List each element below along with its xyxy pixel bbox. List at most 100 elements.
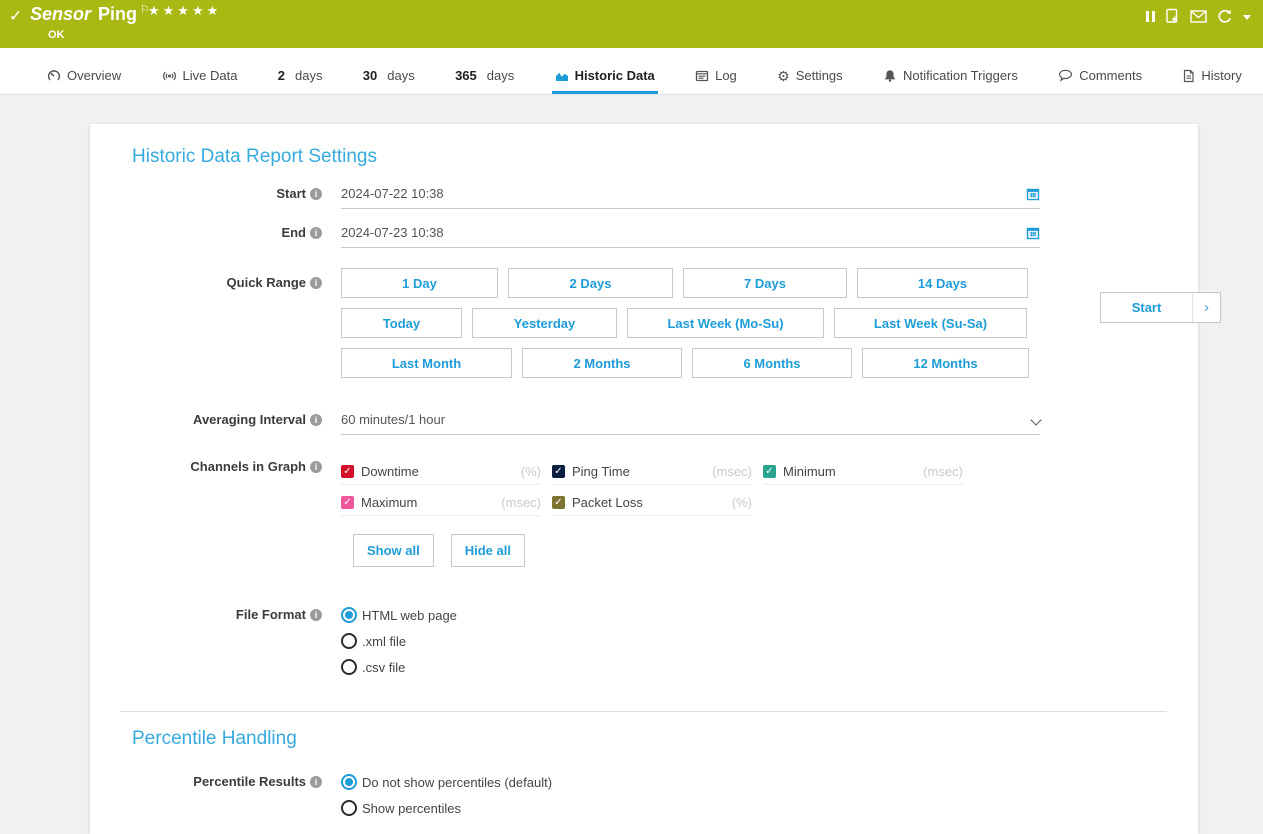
start-report-button[interactable]: Start (1100, 292, 1193, 323)
channel-buttons: Show all Hide all (353, 534, 1040, 567)
file-format-option-csv[interactable]: .csv file (341, 659, 1040, 675)
channel-packet-loss[interactable]: ✓ Packet Loss (%) (552, 495, 752, 516)
tab-live-data[interactable]: Live Data (159, 68, 241, 94)
option-label: Do not show percentiles (default) (362, 774, 553, 790)
checkbox-checked-icon[interactable]: ✓ (552, 465, 565, 478)
option-label: HTML web page (362, 607, 457, 623)
quick-range-14-days-button[interactable]: 14 Days (857, 268, 1028, 298)
percentile-option-show[interactable]: Show percentiles (341, 800, 1040, 816)
caret-down-icon[interactable] (1243, 14, 1251, 20)
radio-selected-icon[interactable] (341, 774, 357, 790)
tab-2-days[interactable]: 2 days (277, 68, 323, 83)
tab-label: History (1201, 68, 1242, 83)
file-format-option-html[interactable]: HTML web page (341, 607, 1040, 623)
tab-overview[interactable]: Overview (44, 68, 124, 94)
tab-history[interactable]: History (1179, 68, 1244, 94)
sensor-header: ✓ Sensor Ping ⚐ ★★★★★ OK (0, 0, 1263, 48)
refresh-icon[interactable] (1217, 9, 1233, 24)
option-label: .xml file (362, 633, 407, 649)
info-icon[interactable]: i (310, 776, 322, 788)
radio-selected-icon[interactable] (341, 607, 357, 623)
averaging-label: Averaging Interval (193, 412, 306, 427)
flag-icon[interactable]: ⚐ (140, 4, 150, 16)
start-report-split-button: Start › (1100, 292, 1221, 323)
start-date-input[interactable]: 2024-07-22 10:38 (341, 186, 1040, 209)
email-icon[interactable] (1190, 9, 1207, 23)
channel-name: Downtime (361, 464, 419, 479)
history-icon (1184, 69, 1195, 82)
info-icon[interactable]: i (310, 188, 322, 200)
checkbox-checked-icon[interactable]: ✓ (341, 496, 354, 509)
channel-name: Packet Loss (572, 495, 643, 510)
checkbox-checked-icon[interactable]: ✓ (341, 465, 354, 478)
channel-name: Ping Time (572, 464, 630, 479)
quick-range-last-month-button[interactable]: Last Month (341, 348, 512, 378)
radio-icon[interactable] (341, 633, 357, 649)
tab-log[interactable]: Log (692, 68, 740, 94)
channel-downtime[interactable]: ✓ Downtime (%) (341, 464, 541, 485)
gear-icon: ⚙ (777, 67, 790, 84)
form-row-start: Start i 2024-07-22 10:38 (132, 186, 1198, 209)
tab-notification-triggers[interactable]: Notification Triggers (880, 68, 1021, 94)
tab-settings[interactable]: ⚙ Settings (774, 68, 846, 94)
gauge-icon (47, 69, 61, 80)
channel-unit: (msec) (923, 464, 963, 479)
show-all-button[interactable]: Show all (353, 534, 434, 567)
file-format-option-xml[interactable]: .xml file (341, 633, 1040, 649)
tab-30-days[interactable]: 30 days (362, 68, 415, 83)
bell-icon (885, 69, 895, 82)
end-label: End (281, 225, 306, 240)
quick-range-last-week-su-sa-button[interactable]: Last Week (Su-Sa) (834, 308, 1027, 338)
sensor-name: Ping (98, 4, 138, 24)
end-date-value: 2024-07-23 10:38 (341, 225, 444, 240)
chevron-down-icon (1030, 414, 1042, 426)
log-icon (695, 70, 709, 81)
quick-range-6-months-button[interactable]: 6 Months (692, 348, 852, 378)
tab-365-days[interactable]: 365 days (455, 68, 515, 83)
info-icon[interactable]: i (310, 414, 322, 426)
channel-name: Maximum (361, 495, 418, 510)
live-data-icon (162, 71, 176, 80)
add-report-icon[interactable] (1165, 8, 1180, 24)
info-icon[interactable]: i (310, 227, 322, 239)
quick-range-2-months-button[interactable]: 2 Months (522, 348, 682, 378)
percentile-option-hide[interactable]: Do not show percentiles (default) (341, 774, 1040, 790)
quick-range-1-day-button[interactable]: 1 Day (341, 268, 498, 298)
tab-historic-data[interactable]: Historic Data (551, 68, 658, 94)
quick-range-7-days-button[interactable]: 7 Days (683, 268, 847, 298)
channels-label: Channels in Graph (190, 459, 306, 474)
form-row-file-format: File Format i HTML web page .xml file .cs… (132, 607, 1198, 685)
calendar-icon[interactable] (1026, 226, 1040, 240)
quick-range-2-days-button[interactable]: 2 Days (508, 268, 673, 298)
form-row-end: End i 2024-07-23 10:38 (132, 225, 1198, 248)
end-date-input[interactable]: 2024-07-23 10:38 (341, 225, 1040, 248)
hide-all-button[interactable]: Hide all (450, 534, 525, 567)
status-badge: OK (48, 29, 65, 41)
start-options-arrow-button[interactable]: › (1192, 292, 1221, 323)
tab-comments[interactable]: Comments (1055, 68, 1145, 94)
quick-range-row-3: Last Month 2 Months 6 Months 12 Months (341, 348, 1040, 378)
checkbox-checked-icon[interactable]: ✓ (763, 465, 776, 478)
start-date-value: 2024-07-22 10:38 (341, 186, 444, 201)
info-icon[interactable]: i (310, 277, 322, 289)
calendar-icon[interactable] (1026, 187, 1040, 201)
info-icon[interactable]: i (310, 461, 322, 473)
checkbox-checked-icon[interactable]: ✓ (552, 496, 565, 509)
channel-maximum[interactable]: ✓ Maximum (msec) (341, 495, 541, 516)
radio-icon[interactable] (341, 659, 357, 675)
channel-ping-time[interactable]: ✓ Ping Time (msec) (552, 464, 752, 485)
radio-icon[interactable] (341, 800, 357, 816)
form-row-quick-range: Quick Range i 1 Day 2 Days 7 Days 14 Days… (132, 268, 1198, 388)
info-icon[interactable]: i (310, 609, 322, 621)
priority-stars[interactable]: ★★★★★ (148, 3, 222, 18)
channel-minimum[interactable]: ✓ Minimum (msec) (763, 464, 963, 485)
quick-range-last-week-mo-su-button[interactable]: Last Week (Mo-Su) (627, 308, 824, 338)
pause-icon[interactable] (1146, 10, 1155, 22)
quick-range-12-months-button[interactable]: 12 Months (862, 348, 1029, 378)
averaging-interval-select[interactable]: 60 minutes/1 hour (341, 412, 1042, 435)
historic-data-panel: Historic Data Report Settings Start i 202… (90, 124, 1198, 834)
quick-range-yesterday-button[interactable]: Yesterday (472, 308, 617, 338)
form-row-channels: Channels in Graph i ✓ Downtime (%) ✓ Ping… (132, 459, 1198, 567)
quick-range-today-button[interactable]: Today (341, 308, 462, 338)
tab-label: Overview (67, 68, 122, 83)
